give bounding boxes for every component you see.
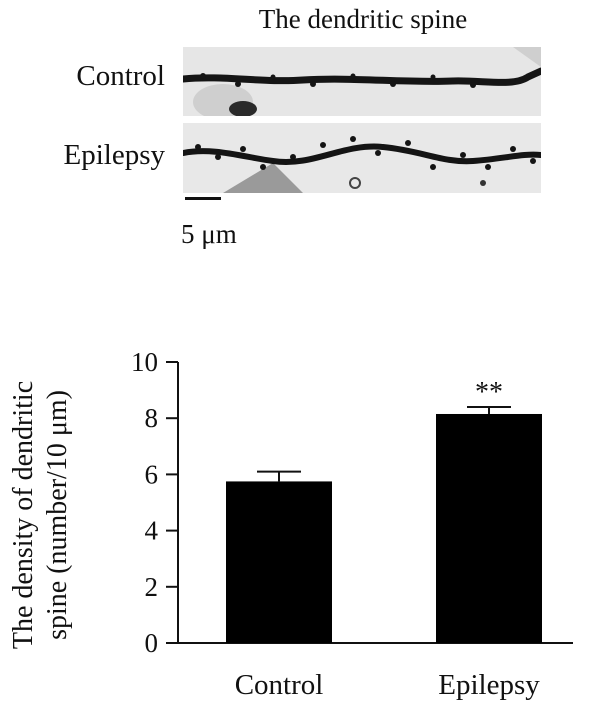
scale-bar	[185, 197, 221, 200]
significance-epilepsy: **	[475, 377, 503, 408]
x-tick-labels: Control Epilepsy	[235, 669, 541, 701]
bar-epilepsy	[436, 413, 542, 643]
row-label-control: Control	[76, 60, 165, 92]
y-tick-label-8: 8	[145, 403, 159, 433]
x-tick-label-epilepsy: Epilepsy	[438, 669, 540, 701]
micrograph-title: The dendritic spine	[258, 4, 468, 34]
row-label-epilepsy: Epilepsy	[63, 139, 166, 171]
dendrite-control-image	[183, 47, 541, 116]
scale-bar-label: 5 μm	[181, 219, 237, 249]
micrograph-epilepsy	[183, 123, 541, 193]
y-tick-label-2: 2	[145, 572, 159, 602]
y-axis-title-line-1: The density of dendritic	[8, 381, 39, 649]
micrograph-control	[183, 47, 541, 116]
dendrite-epilepsy-image	[183, 123, 541, 193]
x-tick-label-control: Control	[235, 669, 324, 701]
y-tick-label-0: 0	[145, 628, 159, 658]
bar-chart: The density of dendritic spine (number/1…	[8, 347, 573, 701]
chart-bars: **	[226, 377, 542, 643]
y-tick-label-10: 10	[131, 347, 158, 377]
bar-control	[226, 481, 332, 643]
y-axis-title-line-2: spine (number/10 μm)	[42, 390, 73, 640]
y-tick-label-6: 6	[145, 459, 159, 489]
y-tick-label-4: 4	[145, 516, 159, 546]
